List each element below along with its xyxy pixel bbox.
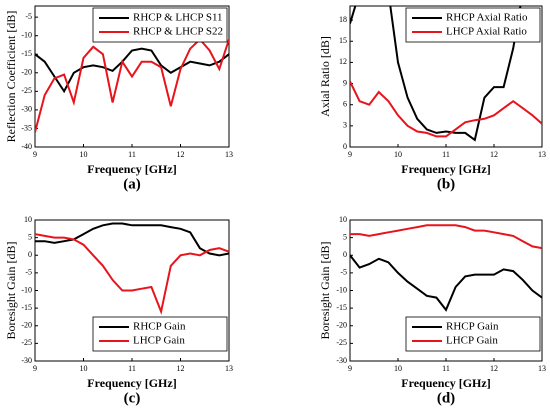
legend-label: RHCP & LHCP S11 (133, 12, 223, 24)
x-tick-label: 10 (80, 150, 88, 159)
x-tick-label: 13 (538, 150, 546, 159)
legend-box (92, 316, 228, 352)
y-tick-label: 5 (28, 232, 32, 241)
y-tick-label: -10 (336, 285, 347, 294)
series-line (35, 222, 229, 257)
y-tick-label: -20 (21, 68, 32, 77)
panel: -40 -35 -30 -25 -20 -15 -10 -5 9 10 11 12 13 Frequenc… (4, 5, 233, 192)
y-tick-label: 10 (339, 215, 347, 224)
x-tick-label: 10 (80, 364, 88, 373)
x-tick-label: 11 (128, 364, 136, 373)
x-axis-title: Frequency [GHz] (401, 376, 490, 390)
panel: -30 -25 -20 -15 -10 -5 0 5 10 9 10 11 12 13 Frequency … (318, 215, 546, 407)
panel: 0 3 6 9 12 15 18 9 10 11 12 13 Frequency [GHz] Axial … (318, 5, 546, 192)
y-tick-label: 9 (343, 78, 347, 87)
y-tick-label: -15 (21, 49, 32, 58)
legend-box (405, 316, 541, 352)
y-axis-title: Reflection Coefficient [dB] (4, 11, 18, 143)
y-tick-label: -10 (21, 31, 32, 40)
y-tick-label: 0 (343, 142, 347, 151)
y-tick-label: -20 (21, 321, 32, 330)
series-line (350, 6, 522, 142)
x-axis-title: Frequency [GHz] (401, 162, 490, 176)
y-tick-label: 0 (343, 250, 347, 259)
x-tick-label: 9 (33, 364, 37, 373)
y-tick-label: -5 (25, 12, 32, 21)
series-line (35, 233, 229, 316)
x-tick-label: 13 (538, 364, 546, 373)
y-axis-title: Boresight Gain [dB] (4, 242, 18, 340)
y-tick-label: 0 (28, 250, 32, 259)
y-tick-label: 12 (339, 57, 347, 66)
y-axis-title: Axial Ratio [dB] (318, 36, 332, 117)
x-tick-label: 13 (225, 364, 233, 373)
panel-label: (b) (437, 176, 455, 192)
legend-label: LHCP Gain (133, 335, 185, 347)
y-tick-label: -15 (336, 303, 347, 312)
x-tick-label: 11 (128, 150, 136, 159)
series-line (350, 80, 542, 138)
series-line (35, 47, 229, 94)
x-tick-label: 11 (442, 150, 450, 159)
legend-box (92, 7, 228, 43)
panel-label: (a) (123, 176, 141, 192)
series-line (350, 254, 542, 312)
legend-label: RHCP & LHCP S22 (133, 26, 223, 38)
y-tick-label: -35 (21, 123, 32, 132)
series-line (350, 224, 542, 250)
x-tick-label: 11 (442, 364, 450, 373)
y-tick-label: 18 (339, 15, 347, 24)
x-tick-label: 10 (394, 150, 402, 159)
legend-label: LHCP Gain (446, 335, 498, 347)
y-tick-label: -10 (21, 285, 32, 294)
y-tick-label: -25 (336, 338, 347, 347)
legend-label: RHCP Gain (133, 321, 186, 333)
y-tick-label: 15 (339, 36, 347, 45)
x-tick-label: 12 (177, 364, 185, 373)
x-tick-label: 9 (348, 364, 352, 373)
x-tick-label: 9 (33, 150, 37, 159)
y-tick-label: 10 (24, 215, 32, 224)
series-line (35, 37, 229, 133)
x-axis-title: Frequency [GHz] (87, 376, 176, 390)
y-tick-label: -30 (21, 356, 32, 365)
y-tick-label: -20 (336, 321, 347, 330)
y-tick-label: -25 (21, 86, 32, 95)
y-tick-label: -30 (336, 356, 347, 365)
panel-label: (d) (437, 390, 455, 406)
legend-label: RHCP Gain (446, 321, 499, 333)
y-tick-label: -25 (21, 338, 32, 347)
y-tick-label: -5 (25, 268, 32, 277)
x-tick-label: 13 (225, 150, 233, 159)
y-tick-label: -5 (340, 268, 347, 277)
panel: -30 -25 -20 -15 -10 -5 0 5 10 9 10 11 12 13 Frequency … (4, 215, 233, 407)
y-axis-title: Boresight Gain [dB] (318, 242, 332, 340)
panel-label: (c) (124, 390, 141, 406)
y-tick-label: -30 (21, 105, 32, 114)
y-tick-label: 5 (343, 232, 347, 241)
legend-box (405, 7, 541, 43)
y-tick-label: 6 (343, 100, 347, 109)
x-tick-label: 9 (348, 150, 352, 159)
y-tick-label: -40 (21, 142, 32, 151)
x-tick-label: 12 (490, 150, 498, 159)
x-tick-label: 10 (394, 364, 402, 373)
legend-label: LHCP Axial Ratio (446, 26, 527, 38)
y-tick-label: -15 (21, 303, 32, 312)
x-tick-label: 12 (490, 364, 498, 373)
x-tick-label: 12 (177, 150, 185, 159)
y-tick-label: 3 (343, 121, 347, 130)
x-axis-title: Frequency [GHz] (87, 162, 176, 176)
legend-label: RHCP Axial Ratio (446, 12, 528, 24)
